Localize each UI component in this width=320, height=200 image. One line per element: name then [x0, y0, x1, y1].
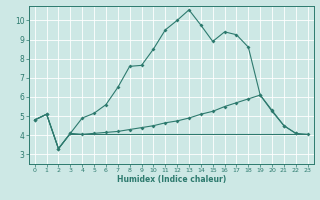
X-axis label: Humidex (Indice chaleur): Humidex (Indice chaleur) — [116, 175, 226, 184]
